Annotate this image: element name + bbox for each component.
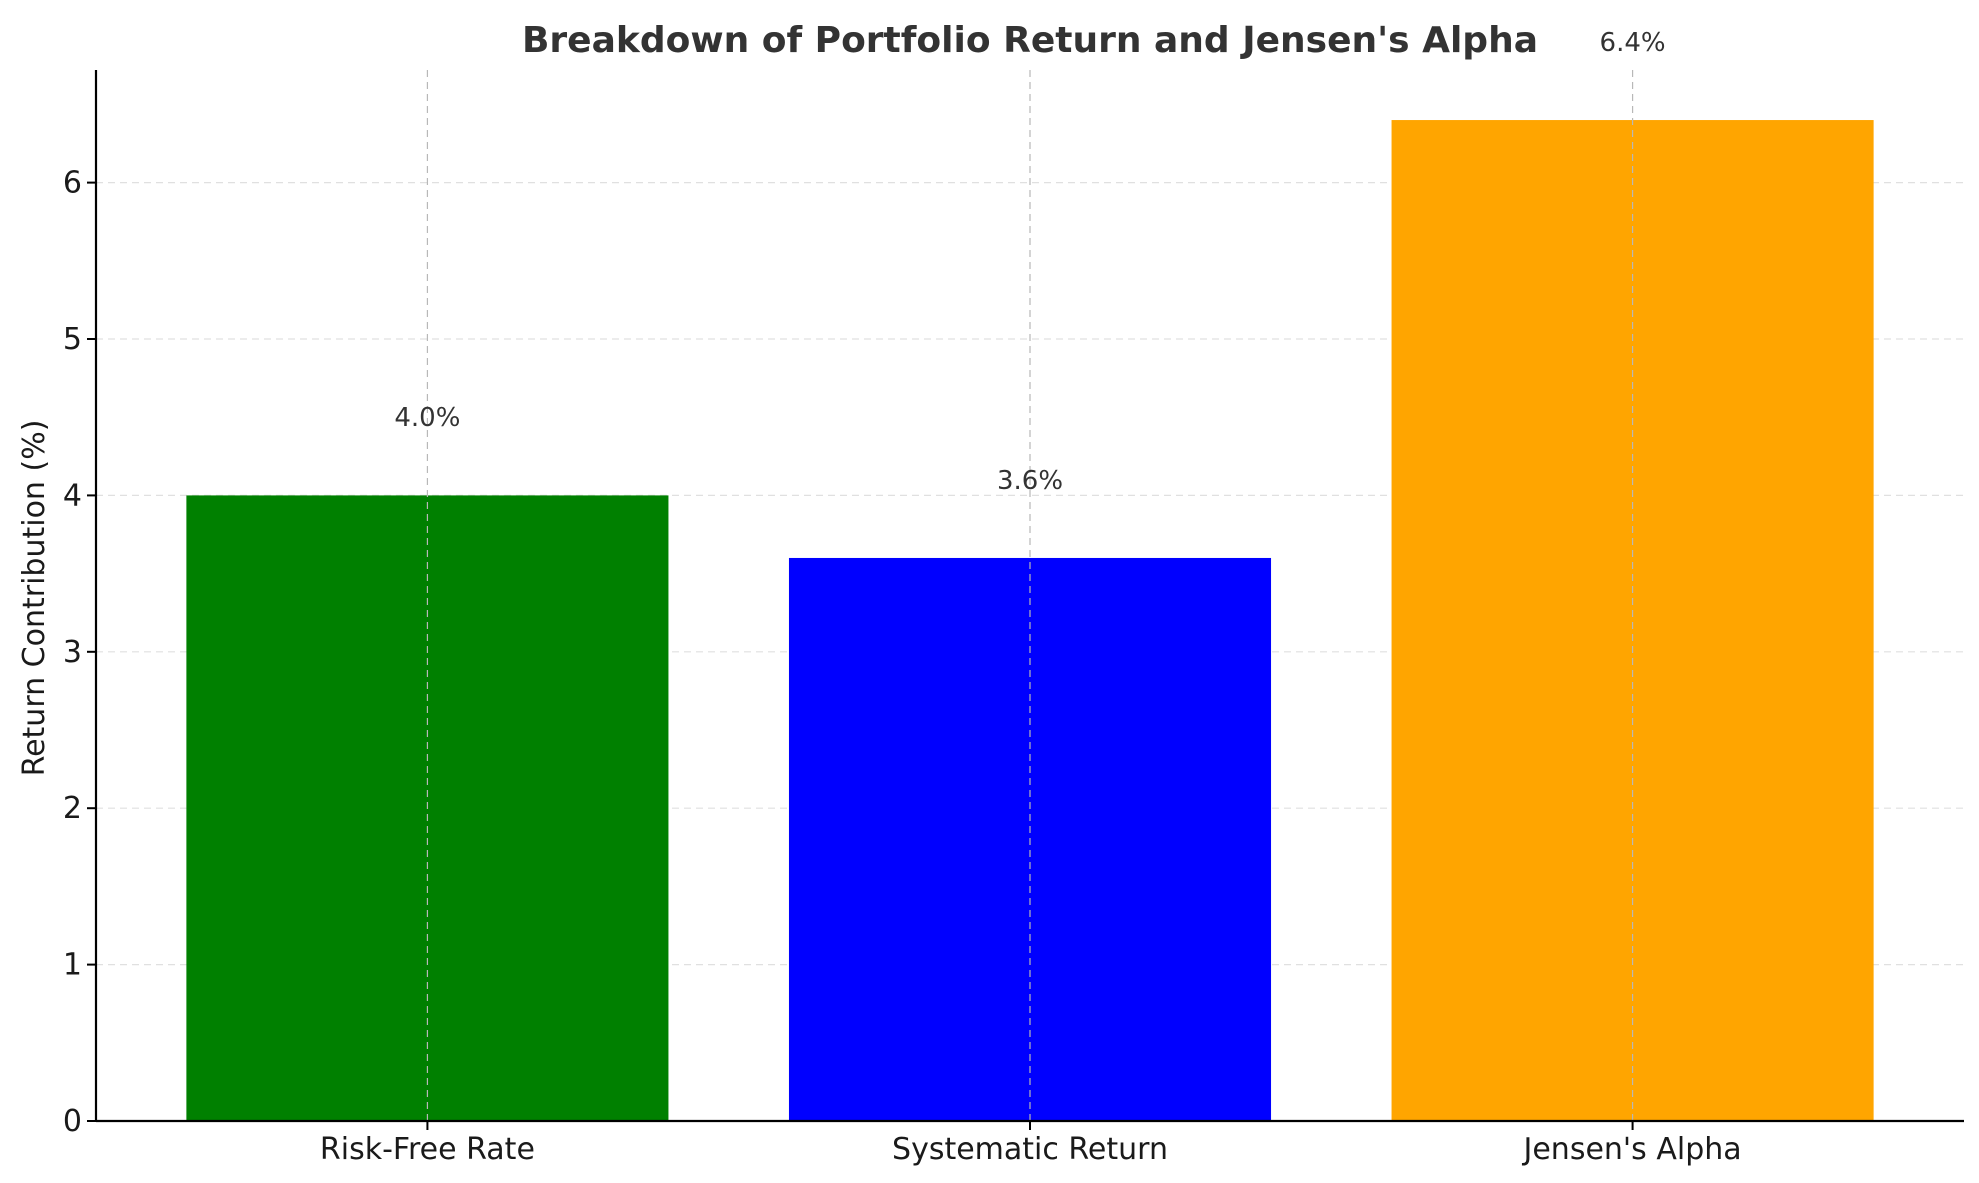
axes: 0 1 2 3 4 5 6 Risk-Free Rate Systematic Return Je… [63, 70, 1964, 1167]
x-tick-label: Risk-Free Rate [320, 1132, 535, 1167]
y-tick-label: 5 [63, 322, 82, 357]
chart-title: Breakdown of Portfolio Return and Jensen… [522, 20, 1538, 61]
data-label: 6.4% [1600, 28, 1666, 58]
x-tick-label: Systematic Return [892, 1132, 1168, 1167]
y-tick-label: 0 [63, 1104, 82, 1139]
y-tick-label: 1 [63, 948, 82, 983]
y-tick-label: 2 [63, 791, 82, 826]
y-tick-label: 4 [63, 478, 82, 513]
y-tick-label: 6 [63, 166, 82, 201]
data-label: 4.0% [394, 403, 460, 433]
y-axis-label: Return Contribution (%) [17, 420, 52, 777]
y-tick-label: 3 [63, 635, 82, 670]
data-labels: 4.0% 3.6% 6.4% [394, 28, 1665, 496]
data-label: 3.6% [997, 466, 1063, 496]
x-tick-label: Jensen's Alpha [1522, 1132, 1742, 1167]
